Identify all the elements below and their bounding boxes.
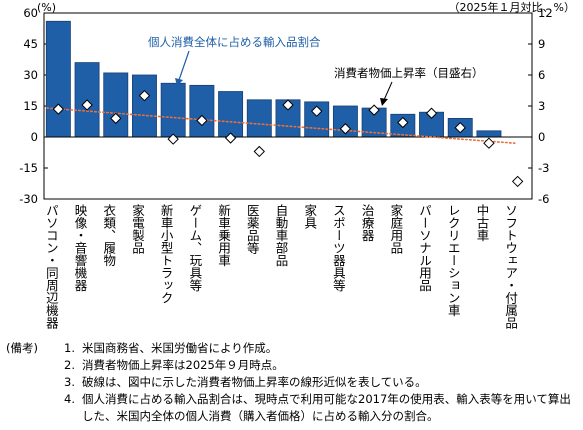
cpi-marker bbox=[110, 112, 122, 125]
cpi-marker bbox=[138, 89, 151, 102]
bar-label-arrow bbox=[178, 50, 190, 81]
category-label: 新車乗用車 bbox=[216, 203, 231, 267]
right-axis-tick-label: 12 bbox=[538, 6, 553, 20]
category-label: 家具 bbox=[302, 203, 317, 229]
diamond-label-arrow bbox=[383, 81, 393, 101]
bar-label-arrowhead bbox=[175, 78, 183, 86]
bar bbox=[103, 72, 129, 138]
trend-line bbox=[46, 107, 516, 144]
notes-heading: (備考) bbox=[6, 341, 38, 355]
left-axis-tick-label: 0 bbox=[31, 130, 38, 144]
cpi-marker bbox=[224, 132, 237, 144]
note-number: 3. bbox=[64, 375, 75, 389]
note-text: 消費者物価上昇率は2025年９月時点。 bbox=[82, 358, 284, 372]
category-label: パーソナル用品 bbox=[417, 204, 432, 292]
chart: (%) （2025年１月対比、%） 604530150-15-30129630-… bbox=[19, 0, 575, 330]
note-row: 2. 消費者物価上昇率は2025年９月時点。 bbox=[6, 357, 581, 374]
note-number: 4. bbox=[64, 392, 75, 406]
cpi-marker bbox=[196, 114, 208, 127]
notes: (備考) 1. 米国商務省、米国労働省により作成。 2. 消費者物価上昇率は20… bbox=[6, 340, 581, 425]
category-label: 中古車 bbox=[474, 203, 489, 242]
category-label: スポーツ器具等 bbox=[331, 204, 346, 292]
left-axis-tick-label: 45 bbox=[23, 37, 38, 51]
bar bbox=[246, 99, 272, 138]
diamond-label-arrowhead bbox=[380, 98, 388, 106]
cpi-marker bbox=[167, 133, 179, 145]
category-label: 家庭用品 bbox=[388, 203, 403, 254]
category-label: ゲーム、玩具等 bbox=[187, 204, 202, 292]
cpi-marker bbox=[511, 175, 524, 188]
diamond-series-label: 消費者物価上昇率（目盛右） bbox=[334, 66, 484, 80]
note-row: 4. 個人消費に占める輸入品割合は、現時点で利用可能な2017年の使用表、輸入表… bbox=[6, 391, 581, 425]
category-label: 自動車部品 bbox=[274, 204, 289, 267]
category-label: レクリエーション車 bbox=[446, 204, 461, 317]
cpi-marker bbox=[483, 137, 495, 149]
right-axis-tick-label: 3 bbox=[538, 99, 545, 113]
right-axis-tick-label: 9 bbox=[538, 37, 545, 51]
category-label: パソコン・同周辺機器 bbox=[44, 204, 59, 330]
note-text: 破線は、図中に示した消費者物価上昇率の線形近似を表している。 bbox=[82, 375, 427, 389]
bar bbox=[218, 91, 244, 138]
right-axis-tick-label: -6 bbox=[538, 192, 549, 206]
cpi-marker bbox=[397, 116, 409, 129]
left-axis-tick-label: -30 bbox=[19, 192, 38, 206]
note-row: 3. 破線は、図中に示した消費者物価上昇率の線形近似を表している。 bbox=[6, 374, 581, 391]
note-number: 1. bbox=[64, 341, 75, 355]
cpi-marker bbox=[339, 123, 352, 135]
bar bbox=[189, 84, 215, 138]
cpi-marker bbox=[253, 145, 266, 158]
category-label: 治療器 bbox=[360, 204, 375, 242]
cpi-marker bbox=[282, 99, 294, 111]
cpi-marker bbox=[81, 99, 93, 111]
bar bbox=[160, 82, 186, 138]
category-label: ソフトウェア・付属品 bbox=[503, 204, 518, 329]
category-label: 家電製品 bbox=[130, 203, 145, 254]
note-text: 個人消費に占める輸入品割合は、現時点で利用可能な2017年の使用表、輸入表等を用… bbox=[82, 392, 571, 423]
bar bbox=[476, 130, 502, 138]
bar bbox=[132, 74, 157, 138]
note-text: 米国商務省、米国労働省により作成。 bbox=[82, 341, 278, 355]
category-label: 新車小型トラック bbox=[159, 203, 174, 304]
left-axis-tick-label: 30 bbox=[23, 68, 38, 82]
category-label: 医薬品等 bbox=[245, 204, 260, 254]
cpi-marker bbox=[368, 104, 380, 116]
left-axis-tick-label: -15 bbox=[19, 161, 38, 175]
left-axis-unit: (%) bbox=[37, 1, 56, 14]
right-axis-unit: （2025年１月対比、%） bbox=[449, 0, 575, 14]
right-axis-tick-label: 6 bbox=[538, 68, 545, 82]
category-label: 衣類、履物 bbox=[101, 203, 116, 267]
cpi-marker bbox=[454, 121, 466, 134]
cpi-marker bbox=[52, 103, 65, 115]
bar bbox=[45, 20, 71, 138]
note-number: 2. bbox=[64, 358, 75, 372]
category-label: 映像・音響機器 bbox=[73, 204, 88, 292]
right-axis-tick-label: 0 bbox=[538, 130, 545, 144]
left-axis-tick-label: 60 bbox=[23, 6, 38, 20]
bar-series-label: 個人消費全体に占める輸入品割合 bbox=[148, 35, 321, 49]
note-row: (備考) 1. 米国商務省、米国労働省により作成。 bbox=[6, 340, 581, 357]
right-axis-tick-label: -3 bbox=[538, 161, 549, 175]
left-axis-tick-label: 15 bbox=[23, 99, 38, 113]
cpi-marker bbox=[310, 105, 323, 117]
cpi-marker bbox=[425, 107, 438, 119]
